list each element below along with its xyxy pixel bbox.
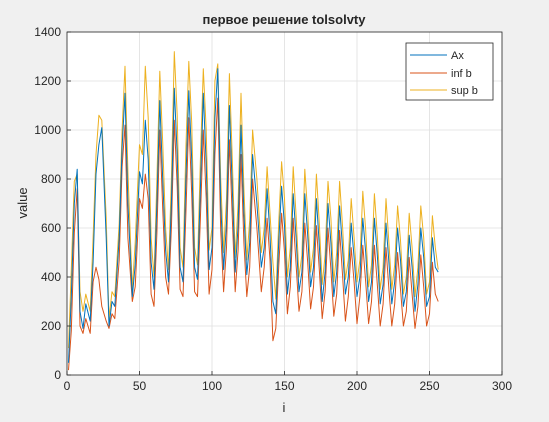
y-tick-label: 200 [41, 319, 61, 333]
y-tick-label: 1200 [34, 74, 61, 88]
y-tick-label: 1000 [34, 123, 61, 137]
series-layer [68, 51, 439, 371]
x-tick-label: 200 [347, 379, 367, 393]
x-tick-label: 50 [133, 379, 147, 393]
tick-labels: 0 50 100 150 200 250 300 0 200 400 600 800 1000 1200 1… [34, 25, 512, 393]
legend-label-inf-b: inf b [451, 68, 472, 80]
y-tick-label: 400 [41, 270, 61, 284]
legend: Ax inf b sup b [405, 42, 494, 101]
legend-box [405, 42, 494, 101]
series-line-ax [68, 68, 439, 363]
x-axis-label: i [283, 400, 286, 415]
y-axis-label: value [15, 187, 30, 218]
legend-label-ax: Ax [451, 50, 464, 62]
x-tick-label: 250 [419, 379, 439, 393]
series-line-sup-b [68, 51, 439, 349]
x-tick-label: 100 [202, 379, 222, 393]
x-tick-label: 0 [64, 379, 71, 393]
x-tick-label: 150 [274, 379, 294, 393]
y-tick-label: 800 [41, 172, 61, 186]
tick-marks [66, 31, 503, 376]
y-tick-label: 1400 [34, 25, 61, 39]
y-tick-label: 0 [54, 368, 61, 382]
y-tick-label: 600 [41, 221, 61, 235]
series-line-inf-b [68, 97, 439, 371]
x-tick-label: 300 [492, 379, 512, 393]
chart-title: первое решение tolsolvty [202, 12, 366, 27]
legend-label-sup-b: sup b [451, 85, 478, 97]
